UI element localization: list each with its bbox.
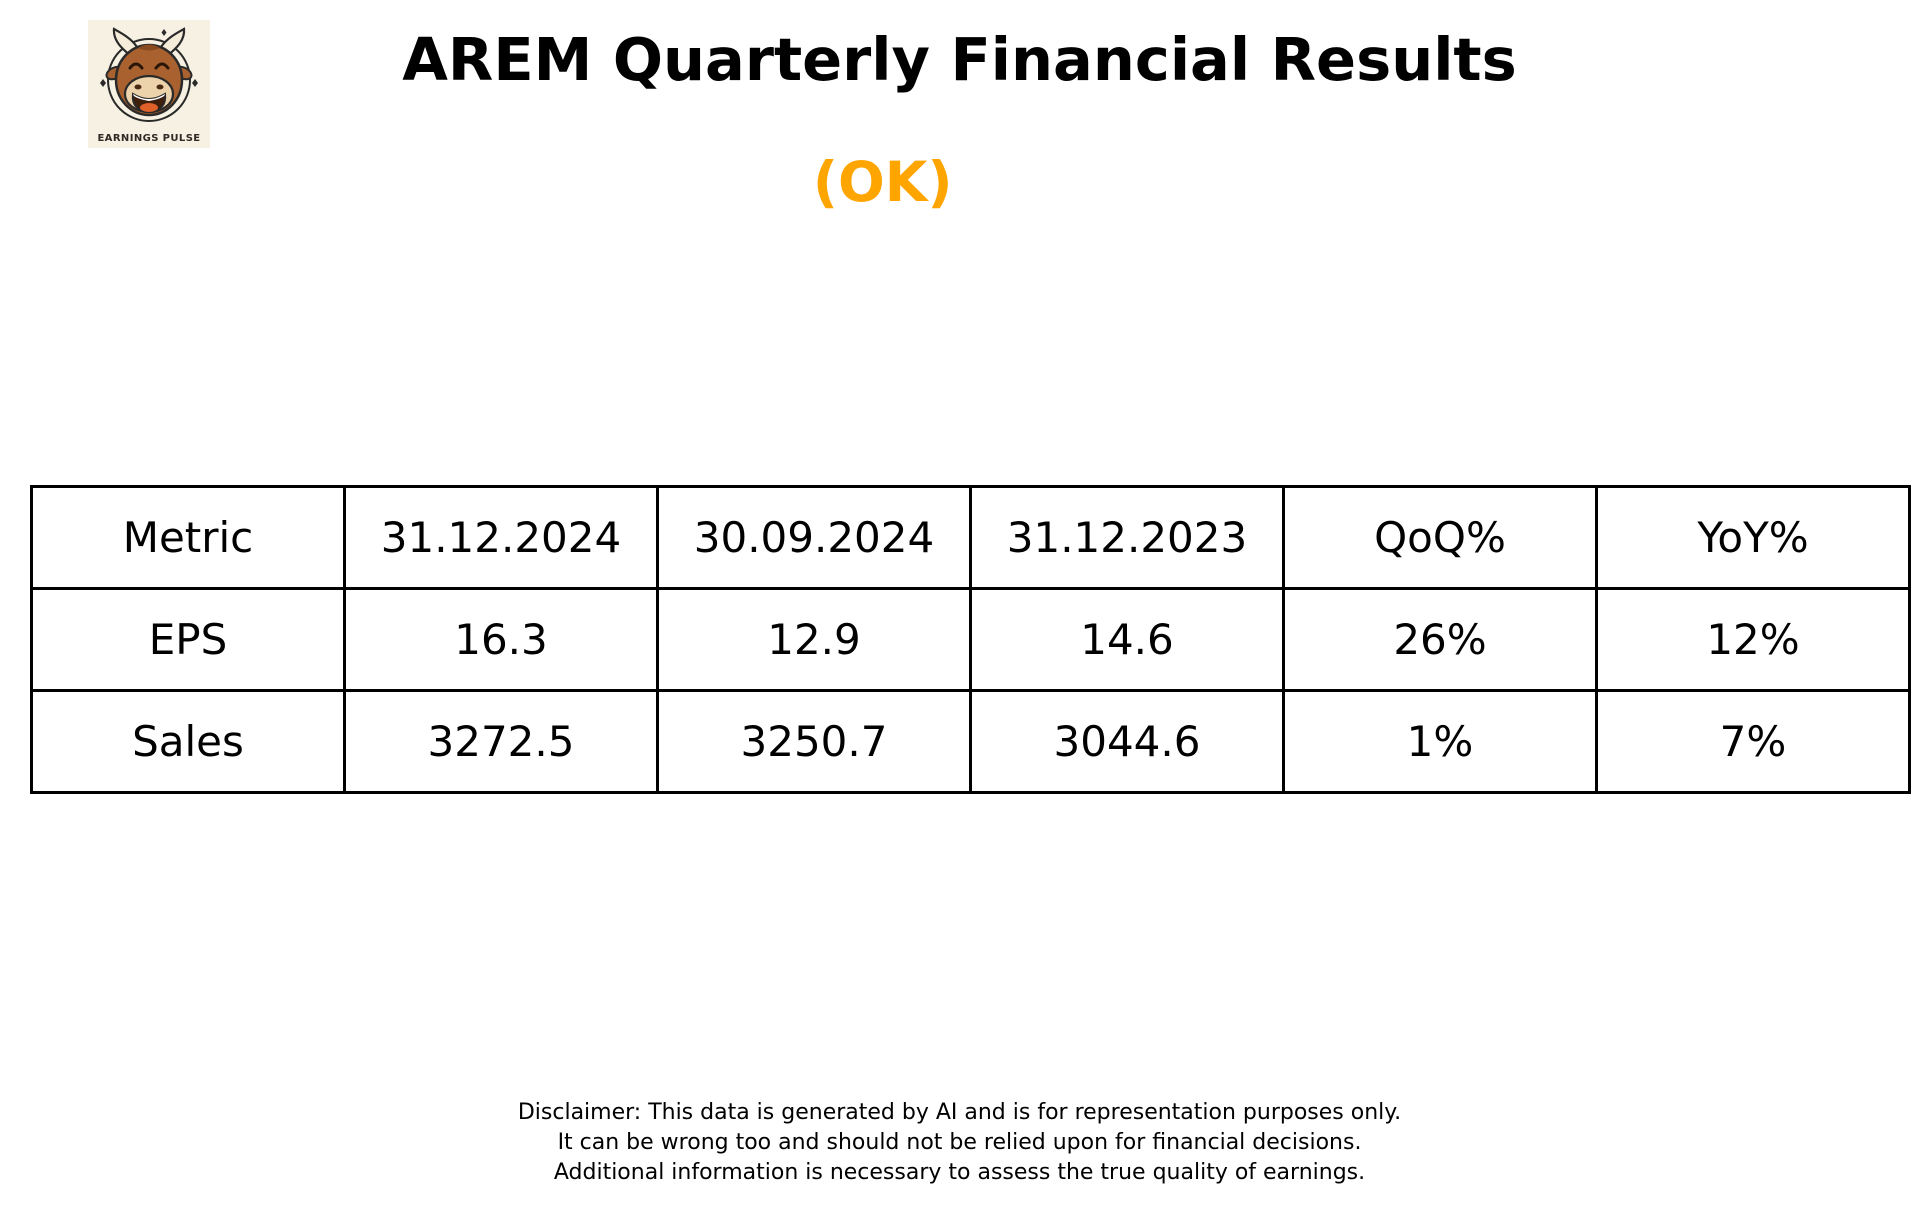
col-header-q-current: 31.12.2024 bbox=[343, 485, 659, 590]
header-row: Metric 31.12.2024 30.09.2024 31.12.2023 … bbox=[30, 485, 1911, 590]
disclaimer: Disclaimer: This data is generated by AI… bbox=[0, 1098, 1919, 1188]
disclaimer-line: Additional information is necessary to a… bbox=[553, 1160, 1366, 1185]
eps-q-yearago-cell: 14.6 bbox=[969, 587, 1285, 692]
col-header-yoy: YoY% bbox=[1595, 485, 1911, 590]
sales-metric-cell: Sales bbox=[30, 689, 346, 794]
eps-qoq-cell: 26% bbox=[1282, 587, 1598, 692]
page-title: AREM Quarterly Financial Results bbox=[402, 25, 1517, 94]
table-row-sales: Sales 3272.5 3250.7 3044.6 1% 7% bbox=[30, 689, 1911, 794]
disclaimer-line: Disclaimer: This data is generated by AI… bbox=[517, 1100, 1402, 1125]
sales-q-prev-cell: 3250.7 bbox=[656, 689, 972, 794]
results-table: Metric 31.12.2024 30.09.2024 31.12.2023 … bbox=[30, 485, 1911, 794]
col-header-metric: Metric bbox=[30, 485, 346, 590]
verdict-badge: (OK) bbox=[812, 150, 953, 214]
eps-yoy-cell: 12% bbox=[1595, 587, 1911, 692]
eps-metric-cell: EPS bbox=[30, 587, 346, 692]
sales-q-yearago-cell: 3044.6 bbox=[969, 689, 1285, 794]
sales-q-current-cell: 3272.5 bbox=[343, 689, 659, 794]
brand-label: EARNINGS PULSE bbox=[97, 133, 201, 144]
earnings-pulse-logo: EARNINGS PULSE bbox=[88, 20, 210, 148]
col-header-q-prev: 30.09.2024 bbox=[656, 485, 972, 590]
table-row-eps: EPS 16.3 12.9 14.6 26% 12% bbox=[30, 587, 1911, 692]
disclaimer-line: It can be wrong too and should not be re… bbox=[557, 1130, 1362, 1155]
sales-yoy-cell: 7% bbox=[1595, 689, 1911, 794]
eps-q-prev-cell: 12.9 bbox=[656, 587, 972, 692]
col-header-qoq: QoQ% bbox=[1282, 485, 1598, 590]
eps-q-current-cell: 16.3 bbox=[343, 587, 659, 692]
col-header-q-yearago: 31.12.2023 bbox=[969, 485, 1285, 590]
sales-qoq-cell: 1% bbox=[1282, 689, 1598, 794]
bull-logo-icon bbox=[88, 20, 210, 148]
